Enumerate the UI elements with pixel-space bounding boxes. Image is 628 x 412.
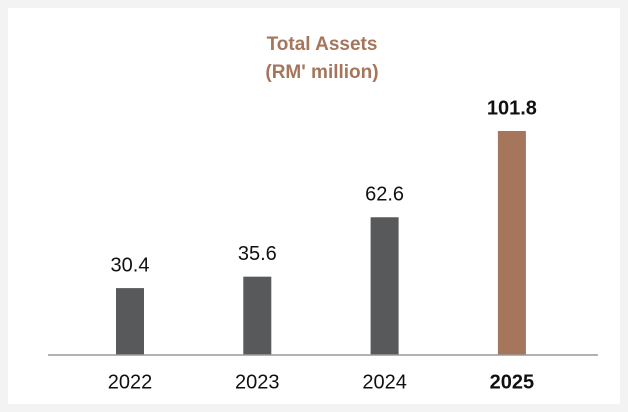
value-label: 101.8 [487,97,537,119]
bar [116,288,144,355]
value-label: 35.6 [238,243,277,265]
x-tick-label: 2024 [362,371,407,393]
bar [497,131,526,355]
chart-title: Total Assets [267,34,378,55]
x-tick-label: 2023 [235,371,280,393]
chart-subtitle: (RM' million) [265,62,378,83]
x-tick-label: 2025 [490,371,535,393]
value-label: 62.6 [365,184,404,206]
value-label: 30.4 [111,254,150,276]
bar [243,276,272,355]
x-tick-label: 2022 [108,371,153,393]
bar [370,217,399,355]
